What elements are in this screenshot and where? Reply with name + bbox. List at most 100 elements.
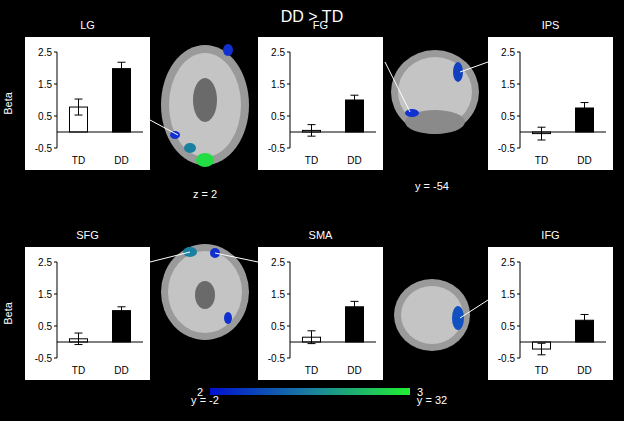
x-tick-label: TD xyxy=(72,365,85,376)
y-tick-label: -0.5 xyxy=(268,353,286,364)
y-tick-label: 2.5 xyxy=(501,257,515,268)
y-tick-label: 2.5 xyxy=(38,257,52,268)
y-axis xyxy=(520,52,521,148)
y-tick-label: 0.5 xyxy=(38,111,52,122)
y-tick xyxy=(517,52,520,53)
y-label: Beta xyxy=(2,91,14,115)
activation xyxy=(224,312,232,324)
panel-title: SFG xyxy=(76,229,99,241)
y-tick xyxy=(287,326,290,327)
error-bar xyxy=(118,307,126,315)
x-tick-label: TD xyxy=(305,155,318,166)
error-line xyxy=(354,95,355,105)
y-tick-label: -0.5 xyxy=(498,143,516,154)
baseline xyxy=(520,132,606,133)
panel-title: SMA xyxy=(309,229,334,241)
brain xyxy=(161,45,249,165)
error-bar xyxy=(308,125,316,137)
y-axis xyxy=(290,262,291,358)
plot-area xyxy=(70,62,131,132)
y-tick-label: 1.5 xyxy=(271,79,285,90)
panel-title: IPS xyxy=(542,19,560,31)
error-cap xyxy=(351,104,359,105)
y-axis xyxy=(520,262,521,358)
y-tick-label: 2.5 xyxy=(501,47,515,58)
error-bar xyxy=(75,333,83,345)
error-bar xyxy=(351,301,359,312)
panel-box xyxy=(488,247,613,380)
y-tick-label: -0.5 xyxy=(268,143,286,154)
panel: LGBeta-0.50.51.52.5TDDD xyxy=(2,19,150,170)
x-tick-label: TD xyxy=(305,365,318,376)
bar xyxy=(346,100,364,132)
y-tick xyxy=(287,294,290,295)
panel-title: FG xyxy=(313,19,328,31)
x-tick-label: DD xyxy=(347,155,361,166)
y-axis xyxy=(57,262,58,358)
error-line xyxy=(78,333,79,345)
error-cap xyxy=(75,115,83,116)
error-line xyxy=(541,127,542,140)
y-tick-label: 0.5 xyxy=(38,321,52,332)
y-tick xyxy=(54,326,57,327)
error-line xyxy=(121,62,122,75)
connector xyxy=(150,252,190,262)
x-tick-label: DD xyxy=(577,365,591,376)
y-label: Beta xyxy=(2,301,14,325)
error-cap xyxy=(308,343,316,344)
error-cap xyxy=(581,102,589,103)
error-cap xyxy=(308,136,316,137)
activation xyxy=(405,109,419,117)
brain xyxy=(405,110,465,134)
brain xyxy=(391,50,479,134)
y-tick-label: 1.5 xyxy=(271,289,285,300)
y-tick xyxy=(517,84,520,85)
error-cap xyxy=(538,354,546,355)
colorbar-tick: 3 xyxy=(417,386,423,398)
error-line xyxy=(584,103,585,114)
panel-title: IFG xyxy=(541,229,559,241)
panel-box xyxy=(258,37,383,170)
y-axis xyxy=(290,52,291,148)
x-tick-label: TD xyxy=(72,155,85,166)
error-bar xyxy=(351,95,359,105)
y-tick xyxy=(517,294,520,295)
plot-area xyxy=(70,307,131,345)
y-tick xyxy=(54,148,57,149)
background xyxy=(0,0,624,421)
y-tick-label: 2.5 xyxy=(271,257,285,268)
panel: SMA-0.50.51.52.5TDDD xyxy=(258,229,383,380)
connector xyxy=(150,120,178,135)
error-cap xyxy=(351,95,359,96)
error-line xyxy=(584,314,585,326)
x-tick-label: TD xyxy=(535,365,548,376)
x-tick-label: DD xyxy=(577,155,591,166)
panel: IPS-0.50.51.52.5TDDD xyxy=(488,19,613,170)
y-tick xyxy=(54,52,57,53)
y-tick xyxy=(517,326,520,327)
error-cap xyxy=(308,330,316,331)
plot-area xyxy=(533,103,594,140)
y-tick-label: -0.5 xyxy=(35,143,53,154)
connector xyxy=(460,62,488,72)
panel: FG-0.50.51.52.5TDDD xyxy=(258,19,383,170)
brain xyxy=(401,286,463,344)
bar xyxy=(113,311,131,342)
plot-area xyxy=(303,95,364,136)
bar xyxy=(346,307,364,342)
panel-box xyxy=(488,37,613,170)
y-tick xyxy=(287,84,290,85)
colorbar xyxy=(210,388,410,395)
brain xyxy=(193,78,217,122)
bar xyxy=(113,69,131,132)
figure: DD > TDz = 2y = -54y = -2y = 3223LGBeta-… xyxy=(0,0,624,421)
y-tick xyxy=(287,116,290,117)
y-tick-label: 0.5 xyxy=(271,321,285,332)
colorbar-tick: 2 xyxy=(197,386,203,398)
activation xyxy=(184,143,196,153)
y-tick xyxy=(54,358,57,359)
error-line xyxy=(311,125,312,137)
plot-area xyxy=(533,314,594,354)
y-tick-label: -0.5 xyxy=(498,353,516,364)
error-bar xyxy=(118,62,126,75)
